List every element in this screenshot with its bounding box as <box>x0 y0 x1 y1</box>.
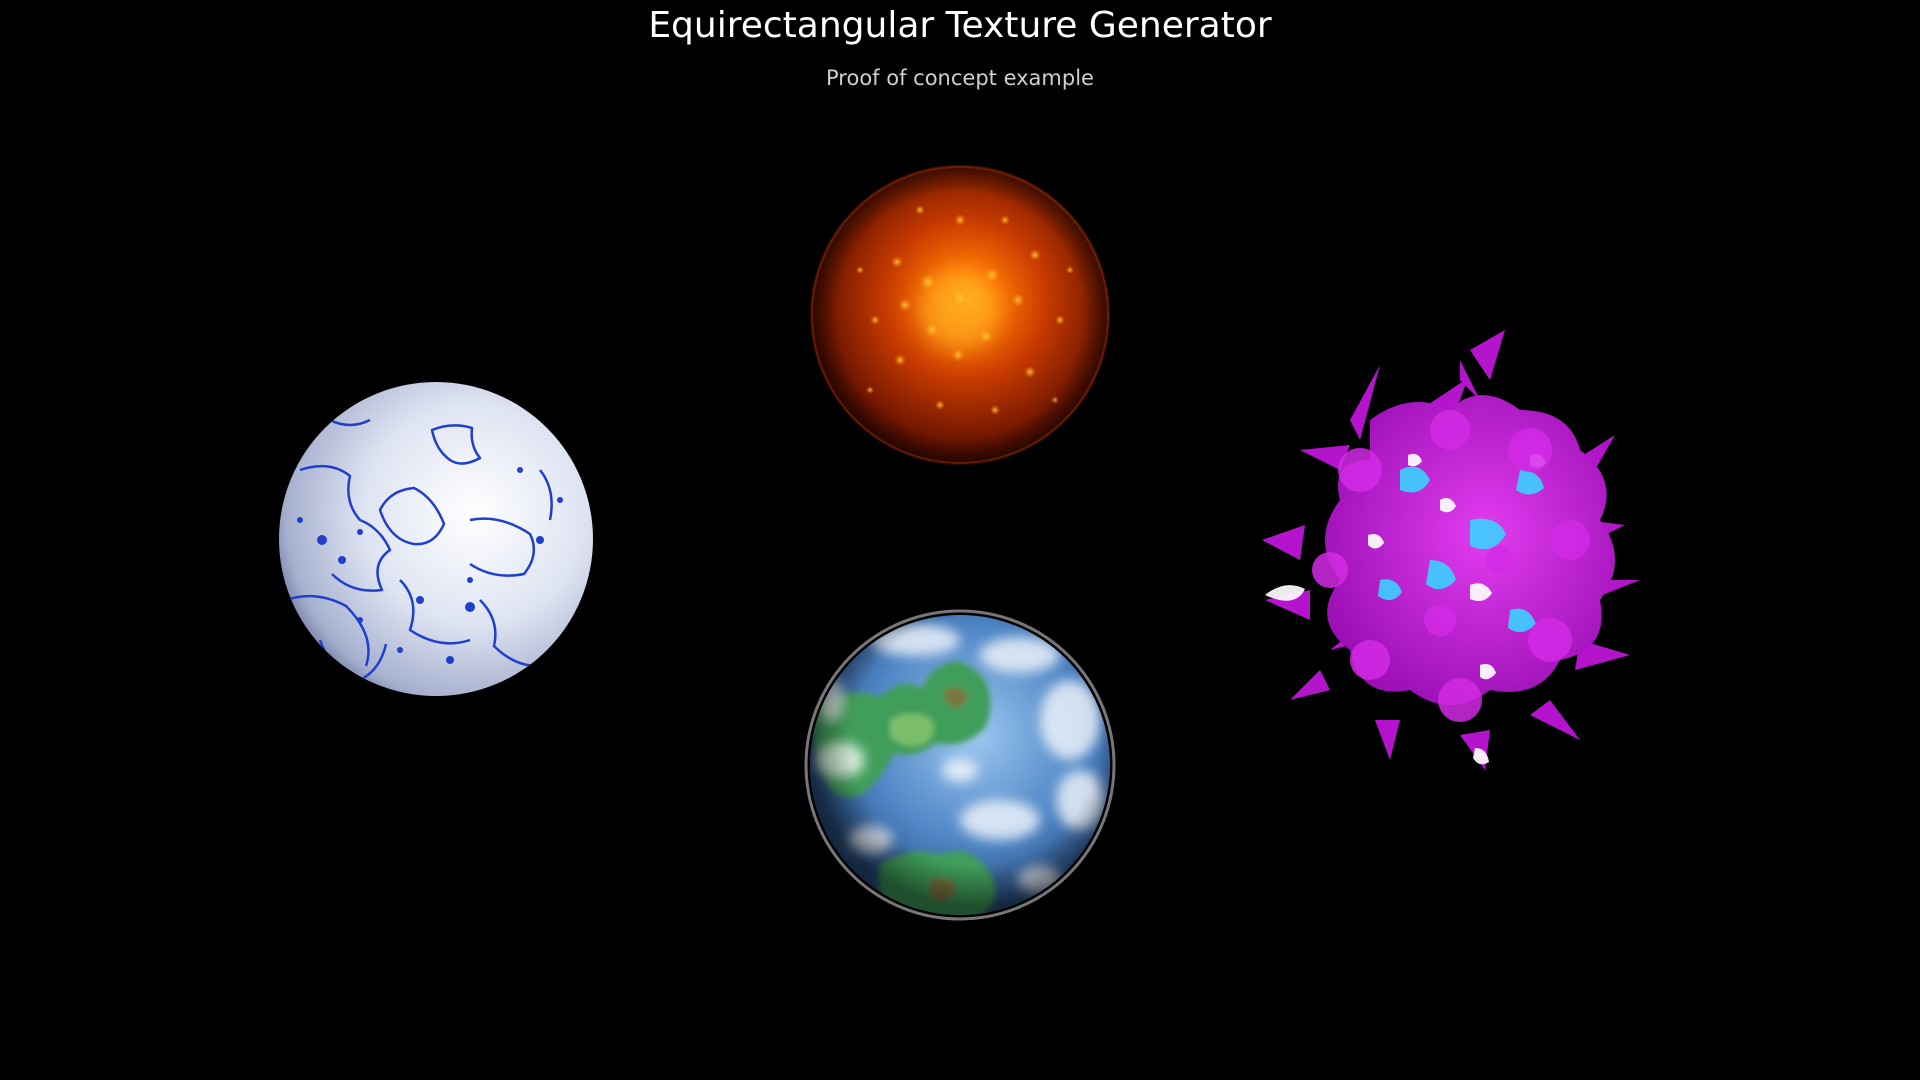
ice-planet-sphere <box>279 382 593 696</box>
page-subtitle: Proof of concept example <box>826 66 1094 90</box>
lava-sun-sphere <box>810 165 1110 465</box>
spiky-blob <box>1262 330 1640 770</box>
earth-like-planet-sphere <box>804 609 1116 921</box>
page-title: Equirectangular Texture Generator <box>648 5 1272 46</box>
